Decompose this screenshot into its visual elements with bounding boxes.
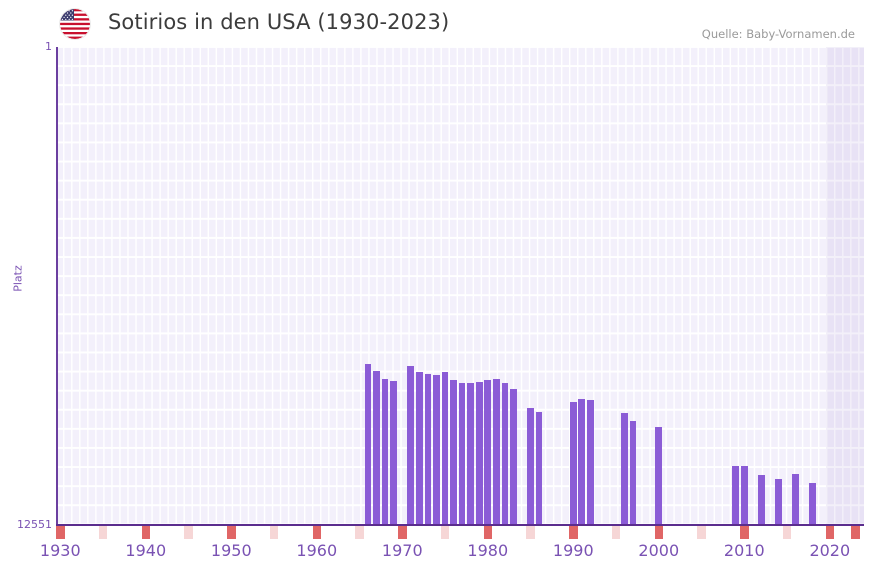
x-tick-1950 (227, 526, 236, 539)
x-tick-1970 (398, 526, 407, 539)
y-axis-bottom-label: 12551 (17, 518, 52, 531)
x-tick-2015 (782, 526, 792, 539)
bar[interactable] (492, 379, 500, 524)
x-tick-1965 (355, 526, 364, 539)
bar[interactable] (732, 466, 739, 524)
bars-layer (56, 47, 864, 524)
x-tick-1930 (56, 526, 65, 539)
x-tick-2005 (697, 526, 706, 539)
x-axis-label-1930: 1930 (39, 541, 81, 560)
bar[interactable] (629, 421, 637, 524)
x-tick-1980 (483, 526, 493, 539)
bar[interactable] (578, 399, 586, 524)
x-tick-1940 (141, 526, 151, 539)
x-tick-2000 (654, 526, 664, 539)
x-axis-label-1980: 1980 (467, 541, 509, 560)
bar[interactable] (510, 389, 517, 524)
source-note: Quelle: Baby-Vornamen.de (701, 27, 855, 41)
bar[interactable] (467, 383, 474, 524)
y-axis-title: Platz (11, 265, 25, 292)
bar[interactable] (458, 383, 466, 524)
bar[interactable] (809, 483, 816, 524)
x-axis-label-2010: 2010 (723, 541, 765, 560)
bar[interactable] (535, 412, 543, 524)
bar[interactable] (450, 380, 457, 524)
bar[interactable] (381, 379, 389, 524)
usa-flag-icon (60, 9, 90, 39)
bar[interactable] (373, 371, 380, 524)
bar[interactable] (484, 380, 492, 524)
bar[interactable] (433, 375, 440, 524)
x-axis-label-1990: 1990 (552, 541, 594, 560)
x-axis-label-1940: 1940 (125, 541, 167, 560)
bar[interactable] (390, 381, 397, 524)
bar[interactable] (587, 400, 594, 524)
x-axis-label-2020: 2020 (809, 541, 851, 560)
x-tick-2010 (740, 526, 749, 539)
x-tick-1985 (526, 526, 535, 539)
x-tick-2020 (825, 526, 835, 539)
bar[interactable] (758, 475, 765, 524)
x-axis-label-1960: 1960 (296, 541, 338, 560)
x-axis-label-1970: 1970 (381, 541, 423, 560)
bar[interactable] (655, 427, 663, 524)
bar[interactable] (775, 479, 782, 524)
x-axis-tick-marks (0, 526, 873, 539)
x-axis-label-2000: 2000 (638, 541, 680, 560)
bar[interactable] (416, 372, 423, 524)
plot-area (56, 47, 864, 524)
bar[interactable] (527, 408, 534, 524)
y-axis-top-label: 1 (45, 40, 52, 53)
bar[interactable] (740, 466, 748, 524)
bar[interactable] (441, 372, 449, 524)
x-tick-1935 (98, 526, 108, 539)
x-tick-2023 (851, 526, 860, 539)
bar[interactable] (364, 364, 372, 524)
x-tick-1960 (312, 526, 322, 539)
x-axis-line (56, 524, 864, 526)
y-axis-line (56, 47, 58, 524)
bar[interactable] (424, 374, 432, 524)
bar[interactable] (407, 366, 415, 524)
x-axis-label-1950: 1950 (210, 541, 252, 560)
bar[interactable] (569, 402, 577, 524)
bar[interactable] (475, 382, 483, 524)
bar[interactable] (792, 474, 799, 524)
x-tick-1990 (569, 526, 578, 539)
chart-header: Sotirios in den USA (1930-2023) Quelle: … (0, 0, 873, 46)
bar[interactable] (621, 413, 628, 524)
bar[interactable] (501, 383, 509, 524)
x-tick-1975 (440, 526, 450, 539)
x-tick-1995 (611, 526, 621, 539)
chart-title: Sotirios in den USA (1930-2023) (108, 10, 450, 34)
x-axis-labels: 1930 1940 1950 1960 1970 1980 1990 2000 2010 2020 (0, 541, 873, 565)
x-tick-1955 (269, 526, 279, 539)
x-tick-1945 (184, 526, 193, 539)
